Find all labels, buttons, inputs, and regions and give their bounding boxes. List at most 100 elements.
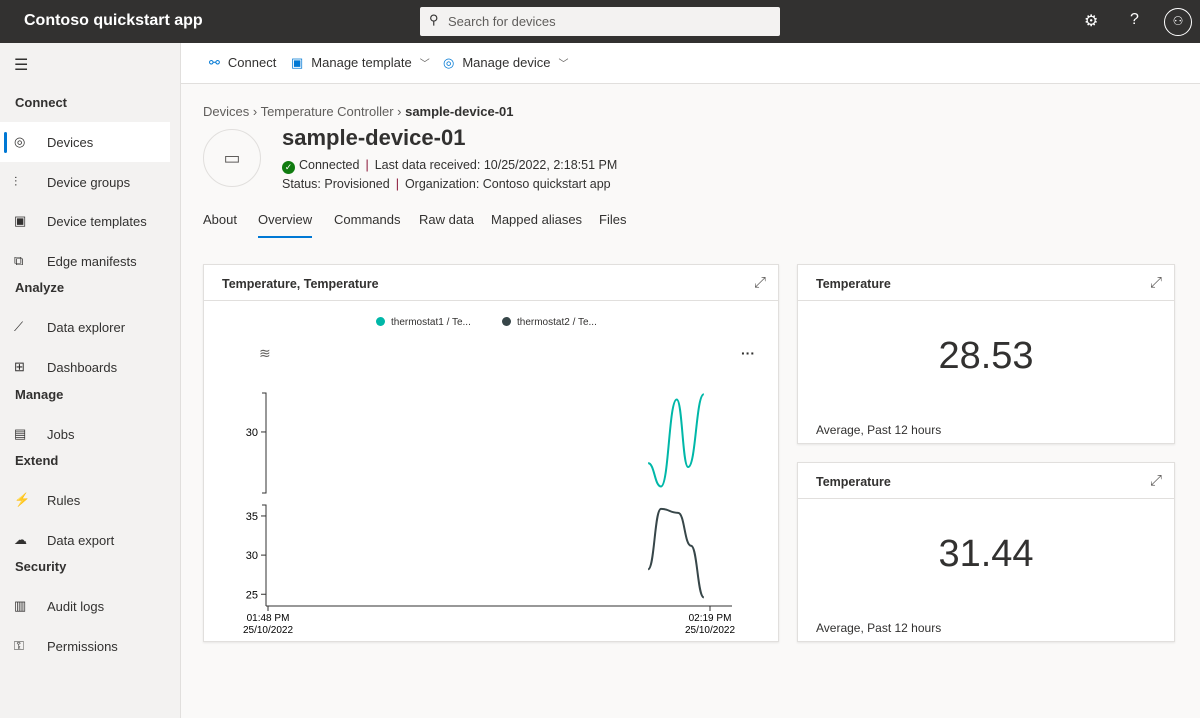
check-circle-icon: ✓ xyxy=(282,161,295,174)
sidebar-item-device-groups[interactable]: ⫶ Device groups xyxy=(0,162,170,202)
audit-logs-icon: ▥ xyxy=(14,598,27,614)
legend-item[interactable]: thermostat1 / Te... xyxy=(376,317,471,328)
jobs-icon: ▤ xyxy=(14,425,27,441)
device-groups-icon: ⫶ xyxy=(14,173,18,189)
sidebar-item-audit-logs[interactable]: ▥ Audit logs xyxy=(0,586,170,626)
legend-label: thermostat1 / Te... xyxy=(391,317,471,328)
sidebar-item-rules[interactable]: ⚡ Rules xyxy=(0,480,170,520)
tile-footer: Average, Past 12 hours xyxy=(816,423,942,437)
x-tick-date: 25/10/2022 xyxy=(243,625,293,636)
command-bar: ⚯ Connect ▣ Manage template ﹀ ◎ Manage devic… xyxy=(181,43,1200,84)
search-placeholder: Search for devices xyxy=(448,14,556,29)
more-options-icon[interactable]: ··· xyxy=(741,345,755,361)
y-tick-label: 35 xyxy=(246,511,258,523)
sidebar-item-label: Audit logs xyxy=(47,599,105,615)
settings-icon[interactable]: ⚙ xyxy=(1084,13,1099,30)
permissions-icon: ⚿ xyxy=(14,638,24,653)
devices-icon: ◎ xyxy=(14,134,26,149)
expand-icon[interactable]: ⤢ xyxy=(1149,274,1162,291)
breadcrumb: Devices › Temperature Controller › sampl… xyxy=(203,104,514,119)
sidebar-section-heading: Manage xyxy=(15,386,64,402)
tile-title: Temperature xyxy=(798,265,1174,301)
last-data-received: Last data received: 10/25/2022, 2:18:51 … xyxy=(374,158,618,172)
tab-files[interactable]: Files xyxy=(599,212,627,227)
device-icon: ▭ xyxy=(203,129,261,187)
y-tick-label: 25 xyxy=(246,589,258,601)
manage-device-button[interactable]: ◎ Manage device ﹀ xyxy=(443,55,569,71)
chevron-down-icon: ﹀ xyxy=(419,59,430,70)
dashboards-icon: ⊞ xyxy=(14,359,25,374)
rules-icon: ⚡ xyxy=(14,492,31,508)
legend-item[interactable]: thermostat2 / Te... xyxy=(502,317,597,328)
x-tick-time: 02:19 PM xyxy=(689,613,732,624)
breadcrumb-template[interactable]: Temperature Controller xyxy=(260,104,394,119)
sidebar-item-data-export[interactable]: ☁ Data export xyxy=(0,520,170,560)
sidebar-section-heading: Extend xyxy=(15,453,59,469)
expand-icon[interactable]: ⤢ xyxy=(1149,472,1162,489)
data-export-icon: ☁ xyxy=(14,531,27,547)
legend-dot xyxy=(376,317,385,326)
avatar[interactable]: ⚇ xyxy=(1164,8,1192,36)
sidebar-item-label: Jobs xyxy=(47,426,75,442)
tab-about[interactable]: About xyxy=(203,212,237,227)
sidebar-item-label: Permissions xyxy=(47,639,118,654)
manage-template-button[interactable]: ▣ Manage template ﹀ xyxy=(291,55,430,71)
legend-label: thermostat2 / Te... xyxy=(517,317,597,328)
y-tick-label: 30 xyxy=(246,550,258,562)
help-icon[interactable]: ? xyxy=(1130,11,1139,28)
sidebar-section-heading: Connect xyxy=(15,95,67,110)
x-tick-date: 25/10/2022 xyxy=(685,625,735,636)
device-status-info: Status: Provisioned | Organization: Contos… xyxy=(282,177,611,191)
x-tick-time: 01:48 PM xyxy=(247,613,290,624)
tab-overview[interactable]: Overview xyxy=(258,212,313,238)
sidebar-item-dashboards[interactable]: ⊞ Dashboards xyxy=(0,347,170,387)
search-input[interactable]: ⚲ Search for devices xyxy=(420,7,780,36)
sidebar-item-devices[interactable]: ◎ Devices xyxy=(0,122,170,162)
hamburger-menu-icon[interactable]: ☰ xyxy=(14,57,29,74)
sidebar-item-label: Rules xyxy=(47,493,81,509)
sidebar-item-label: Dashboards xyxy=(47,360,118,375)
search-icon: ⚲ xyxy=(429,12,439,27)
sidebar-item-data-explorer[interactable]: ⟋ Data explorer xyxy=(0,307,170,347)
chevron-down-icon: ﹀ xyxy=(558,59,569,70)
kpi-tile: Temperature ⤢ 28.53 Average, Past 12 hou… xyxy=(797,264,1175,444)
tile-value: 31.44 xyxy=(938,533,1034,575)
chart-card: Temperature, Temperature ⤢ thermostat1 /… xyxy=(203,264,779,642)
legend-dot xyxy=(502,317,511,326)
sidebar-item-edge-manifests[interactable]: ⧉ Edge manifests xyxy=(0,241,170,281)
manage-template-label: Manage template xyxy=(311,55,412,70)
page-title: sample-device-01 xyxy=(282,125,466,150)
manage-device-label: Manage device xyxy=(462,55,551,70)
sidebar-item-label: Devices xyxy=(47,135,94,150)
sidebar-item-device-templates[interactable]: ▣ Device templates xyxy=(0,201,170,241)
sidebar-item-jobs[interactable]: ▤ Jobs xyxy=(0,414,170,454)
provision-status: Status: Provisioned xyxy=(282,177,390,191)
breadcrumb-devices[interactable]: Devices xyxy=(203,104,250,119)
series-line-2 xyxy=(647,507,705,599)
connection-status: Connected xyxy=(299,158,360,172)
sidebar-item-label: Data explorer xyxy=(47,320,126,336)
device-connection-info: ✓ Connected | Last data received: 10/25/202… xyxy=(282,158,617,174)
sidebar-item-label: Device templates xyxy=(47,214,147,230)
data-explorer-icon: ⟋ xyxy=(14,319,24,335)
app-title[interactable]: Contoso quickstart app xyxy=(24,12,203,29)
tab-raw-data[interactable]: Raw data xyxy=(419,212,474,227)
kpi-tile: Temperature ⤢ 31.44 Average, Past 12 hou… xyxy=(797,462,1175,642)
y-axis xyxy=(262,504,267,606)
tab-mapped-aliases[interactable]: Mapped aliases xyxy=(491,212,583,227)
breadcrumb-current: sample-device-01 xyxy=(405,104,514,119)
template-icon: ▣ xyxy=(291,55,304,70)
sidebar-item-permissions[interactable]: ⚿ Permissions xyxy=(0,626,170,666)
y-tick-label: 30 xyxy=(246,427,258,439)
tile-footer: Average, Past 12 hours xyxy=(816,621,942,635)
layers-icon[interactable]: ≋ xyxy=(259,345,271,361)
expand-icon[interactable]: ⤢ xyxy=(753,274,766,291)
y-axis xyxy=(262,392,267,494)
plug-icon: ⚯ xyxy=(209,55,220,70)
edge-manifests-icon: ⧉ xyxy=(14,252,24,268)
sidebar-item-label: Device groups xyxy=(47,174,131,190)
tab-commands[interactable]: Commands xyxy=(334,212,401,227)
connect-button[interactable]: ⚯ Connect xyxy=(209,55,276,71)
series-line-1 xyxy=(647,393,705,488)
device-templates-icon: ▣ xyxy=(14,213,27,229)
